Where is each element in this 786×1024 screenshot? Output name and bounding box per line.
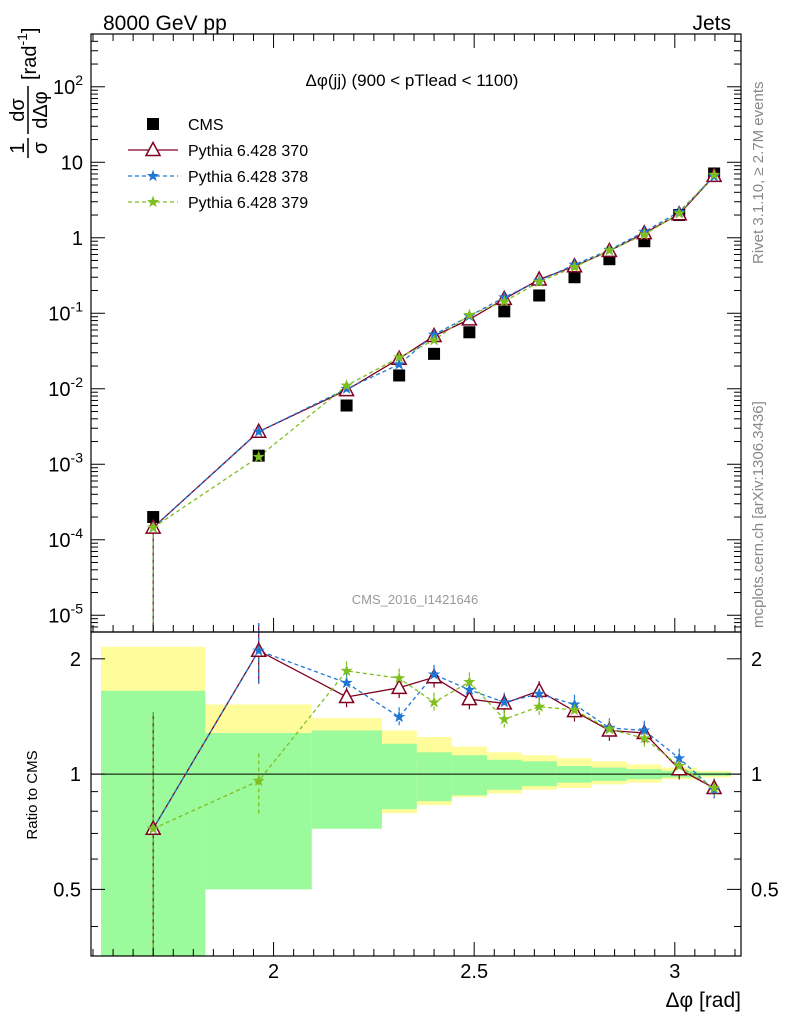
main-y-tick-label-7: 102 [53,72,83,99]
legend-marker-0 [147,118,159,130]
ratio-point-s2-3 [393,671,406,684]
header-left-title: 8000 GeV pp [103,12,227,35]
ylabel-num: 1 [7,142,29,153]
ratio-point-s2-2 [340,664,353,677]
main-y-tick-label-1: 10-4 [48,525,83,552]
ratio-point-s2-7 [532,700,546,712]
ratio-point-s1-3 [392,710,406,723]
ratio-point-s1-5 [463,683,476,696]
ratio-panel: 2 2.5 3 0.5 0.5 1 1 2 2 Ratio to CMS Δφ [rad] [24,623,779,1012]
main-point-s0-8 [568,271,581,284]
main-point-s3-1 [252,450,265,463]
x-tick-label-1: 2.5 [460,961,488,983]
x-tick-label-2: 3 [669,961,680,983]
main-point-s0-0 [147,511,160,524]
main-y-tick-label-2: 10-3 [48,449,83,476]
ratio-point-s0-2 [338,687,355,704]
main-point-s3-11 [673,206,686,219]
ratio-y-tick-label-2: 2 [70,649,81,671]
main-y-tick-label-6: 10 [61,152,83,174]
main-y-tick-label-3: 10-2 [48,374,83,401]
ratio-point-s2-11 [673,759,686,772]
mcplots-label: mcplots.cern.ch [arXiv:1306.3436] [750,401,767,628]
ratio-inner-band-6 [487,759,522,790]
legend-marker-3 [146,195,160,208]
main-point-s2-2 [340,382,353,394]
main-point-s0-6 [498,305,511,318]
main-point-s3-5 [463,308,476,321]
ratio-y-tick-label-0: 0.5 [53,879,81,901]
ratio-y-tick-label-1: 1 [70,764,81,786]
ylabel-unit: [rad-1] [14,28,41,80]
main-panel: Δφ(jj) (900 < pTlead < 1100) CMS_2016_I1… [48,33,742,633]
ratio-y-tick-label-right-2: 2 [751,649,762,671]
ylabel-dden: dΔφ [30,91,52,128]
ratio-point-s2-4 [427,695,441,708]
ratio-inner-band-4 [416,752,452,802]
ratio-point-s2-10 [638,731,651,744]
ratio-point-s0-3 [390,678,408,695]
ratio-point-s1-7 [532,687,546,700]
ratio-inner-band-5 [451,755,488,796]
legend-label-0: CMS [188,117,224,134]
legend-label-3: Pythia 6.428 379 [188,195,308,212]
ratio-point-s2-9 [603,722,616,735]
x-axis-label: Δφ [rad] [666,989,742,1012]
header-right-title: Jets [692,12,731,35]
main-point-s0-3 [393,369,406,382]
ratio-point-s2-5 [463,675,476,688]
ratio-point-s1-6 [498,695,511,708]
main-point-s3-9 [603,243,616,256]
main-point-s0-4 [428,347,441,360]
main-point-s2-3 [393,357,406,370]
ratio-inner-band-3 [381,743,417,810]
watermark: CMS_2016_I1421646 [352,592,479,607]
ratio-point-s2-8 [568,703,581,716]
ratio-point-s1-1 [252,644,265,656]
legend-marker-1 [144,140,162,157]
main-point-s0-5 [463,326,476,339]
ratio-point-s2-1 [252,774,265,787]
main-point-s3-7 [533,275,546,288]
main-y-axis-label: 1 σ dσ dΔφ [rad-1] [7,28,52,158]
main-point-s3-12 [708,168,721,181]
main-point-s3-2 [340,379,353,391]
ratio-frame [90,631,742,957]
rivet-version-label: Rivet 3.1.10, ≥ 2.7M events [750,82,767,265]
ratio-y-tick-label-right-1: 1 [751,764,762,786]
main-y-tick-label-0: 10-5 [48,600,83,627]
main-point-s3-4 [427,333,441,346]
main-point-s3-3 [393,350,406,363]
main-point-s3-0 [147,521,160,533]
legend-marker-2 [146,169,160,182]
ratio-point-s1-4 [427,668,441,680]
plot-title: Δφ(jj) (900 < pTlead < 1100) [306,71,519,90]
ratio-inner-band-2 [311,730,382,829]
ratio-point-s0-5 [461,690,478,706]
main-point-s2-1 [252,425,265,437]
legend: CMS Pythia 6.428 370 Pythia 6.428 378 Pythi… [128,117,308,212]
ratio-point-s2-12 [708,781,721,794]
ratio-point-s2-0 [147,822,160,834]
main-y-tick-label-5: 1 [72,228,83,250]
main-point-s0-2 [340,399,353,412]
legend-label-1: Pythia 6.428 370 [188,143,308,160]
ratio-y-tick-label-right-0: 0.5 [751,879,779,901]
ylabel-den: σ [30,141,52,154]
ratio-point-s2-6 [498,712,511,725]
main-y-tick-label-4: 10-1 [48,298,83,325]
main-point-s3-6 [498,295,511,307]
main-point-s0-9 [603,253,616,266]
main-point-s3-10 [638,228,651,240]
main-point-s3-8 [568,260,581,273]
main-point-s0-7 [533,289,546,302]
x-tick-label-0: 2 [268,961,279,983]
ylabel-dnum: dσ [7,98,29,122]
ratio-y-axis-label: Ratio to CMS [24,750,41,839]
ratio-point-s1-2 [340,676,353,689]
legend-label-2: Pythia 6.428 378 [188,169,308,186]
